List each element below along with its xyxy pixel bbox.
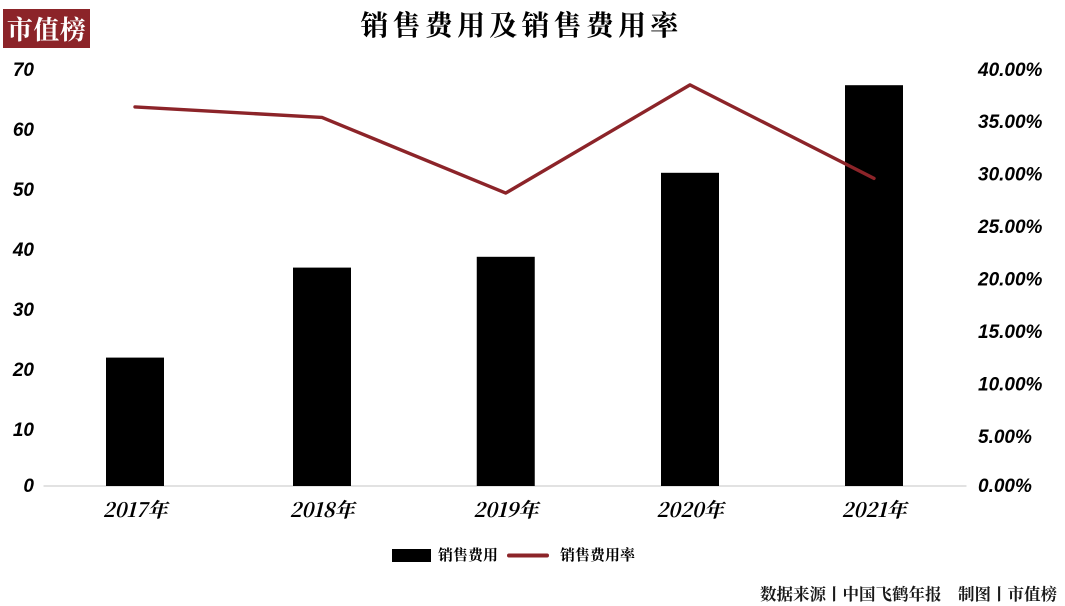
svg-text:40: 40 <box>12 240 35 261</box>
svg-text:2019年: 2019年 <box>473 494 541 523</box>
svg-text:20.00%: 20.00% <box>977 270 1043 291</box>
svg-text:2020年: 2020年 <box>656 494 726 523</box>
svg-text:15.00%: 15.00% <box>978 322 1043 343</box>
svg-text:0: 0 <box>23 476 34 497</box>
svg-text:30.00%: 30.00% <box>978 165 1043 186</box>
svg-text:60: 60 <box>13 120 35 141</box>
svg-text:5.00%: 5.00% <box>978 427 1032 448</box>
svg-text:2018年: 2018年 <box>290 494 358 523</box>
svg-text:40.00%: 40.00% <box>977 60 1043 81</box>
svg-text:20: 20 <box>12 360 35 381</box>
svg-text:10.00%: 10.00% <box>978 375 1043 396</box>
svg-text:10: 10 <box>13 420 35 441</box>
svg-text:35.00%: 35.00% <box>978 112 1043 133</box>
svg-text:数据来源丨中国飞鹤年报 制图丨市值榜: 数据来源丨中国飞鹤年报 制图丨市值榜 <box>760 581 1058 605</box>
svg-text:2017年: 2017年 <box>103 494 171 523</box>
svg-text:25.00%: 25.00% <box>977 217 1043 238</box>
svg-text:30: 30 <box>13 300 35 321</box>
svg-text:销售费用率: 销售费用率 <box>560 544 636 565</box>
svg-text:0.00%: 0.00% <box>978 476 1032 497</box>
svg-text:70: 70 <box>13 60 35 81</box>
svg-text:50: 50 <box>13 180 35 201</box>
svg-text:2021年: 2021年 <box>842 494 910 523</box>
svg-text:销售费用: 销售费用 <box>438 544 498 565</box>
